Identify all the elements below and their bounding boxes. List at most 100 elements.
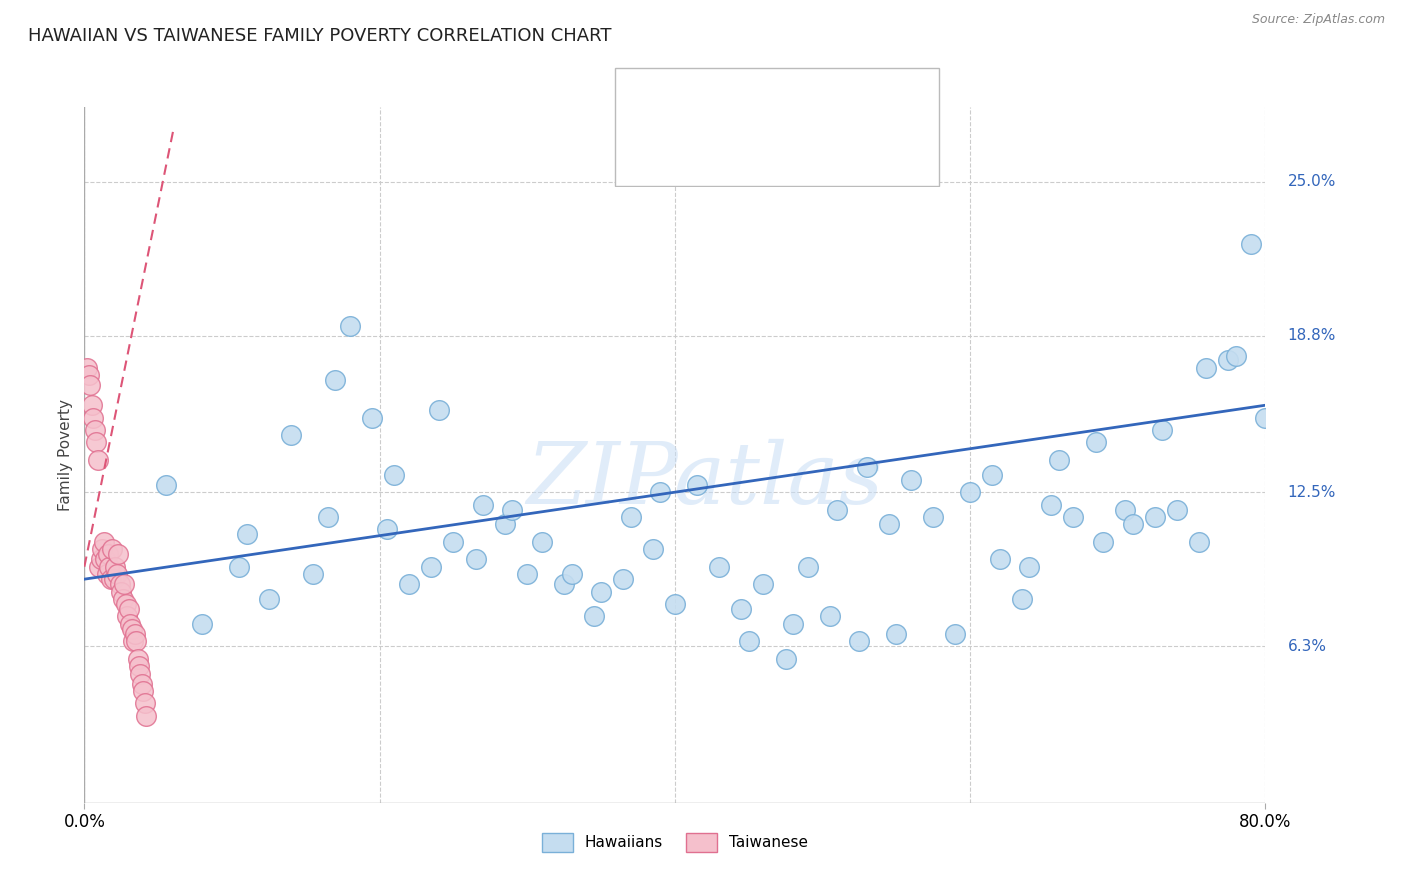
Point <box>103 572 125 586</box>
Point <box>122 634 145 648</box>
Point <box>502 502 524 516</box>
Point <box>135 708 157 723</box>
Point <box>1254 410 1277 425</box>
Point <box>131 676 153 690</box>
Text: N = 70: N = 70 <box>827 92 883 107</box>
Y-axis label: Family Poverty: Family Poverty <box>58 399 73 511</box>
Point <box>132 684 155 698</box>
Point <box>1011 592 1033 607</box>
Point <box>1143 510 1166 524</box>
Text: Source: ZipAtlas.com: Source: ZipAtlas.com <box>1251 13 1385 27</box>
Point <box>134 697 156 711</box>
Point <box>110 584 132 599</box>
Point <box>1218 353 1240 368</box>
Point <box>1152 423 1174 437</box>
Point <box>80 398 103 412</box>
Point <box>77 368 100 383</box>
Point <box>1188 534 1211 549</box>
Point <box>738 634 761 648</box>
Point <box>1166 502 1188 516</box>
Point <box>97 547 120 561</box>
Point <box>94 552 117 566</box>
Point <box>316 510 339 524</box>
Point <box>1225 349 1247 363</box>
Point <box>650 485 672 500</box>
Point <box>90 552 112 566</box>
Text: R = 0.138: R = 0.138 <box>685 146 761 161</box>
Point <box>818 609 841 624</box>
Point <box>79 378 101 392</box>
Point <box>553 577 575 591</box>
Point <box>155 477 177 491</box>
Point <box>561 567 583 582</box>
Text: 12.5%: 12.5% <box>1288 484 1336 500</box>
Point <box>127 651 149 665</box>
Point <box>582 609 605 624</box>
Point <box>125 634 148 648</box>
Point <box>752 577 775 591</box>
Point <box>620 510 643 524</box>
Text: HAWAIIAN VS TAIWANESE FAMILY POVERTY CORRELATION CHART: HAWAIIAN VS TAIWANESE FAMILY POVERTY COR… <box>28 27 612 45</box>
Point <box>959 485 981 500</box>
Point <box>922 510 945 524</box>
Point <box>375 523 398 537</box>
Point <box>1114 502 1136 516</box>
Bar <box>624 78 671 120</box>
Point <box>443 534 465 549</box>
Point <box>494 517 516 532</box>
Point <box>118 602 141 616</box>
Point <box>120 616 142 631</box>
Point <box>1040 498 1063 512</box>
Point <box>129 666 152 681</box>
Legend: Hawaiians, Taiwanese: Hawaiians, Taiwanese <box>536 827 814 858</box>
Point <box>104 559 127 574</box>
Point <box>877 517 900 532</box>
Point <box>398 577 420 591</box>
Point <box>124 627 146 641</box>
Bar <box>624 135 671 175</box>
Point <box>84 435 107 450</box>
Point <box>280 428 302 442</box>
Text: 18.8%: 18.8% <box>1288 328 1336 343</box>
Point <box>361 410 384 425</box>
Point <box>257 592 280 607</box>
Point <box>1063 510 1085 524</box>
Point <box>115 609 138 624</box>
Point <box>730 602 752 616</box>
Point <box>98 559 121 574</box>
Point <box>1092 534 1115 549</box>
Point <box>945 627 967 641</box>
Point <box>848 634 870 648</box>
Point <box>1047 453 1070 467</box>
Text: N = 41: N = 41 <box>827 146 883 161</box>
Point <box>516 567 538 582</box>
Text: 6.3%: 6.3% <box>1288 639 1326 654</box>
Point <box>420 559 443 574</box>
Point <box>236 527 259 541</box>
Point <box>612 572 634 586</box>
Point <box>886 627 908 641</box>
Point <box>302 567 325 582</box>
Point <box>114 597 136 611</box>
Point <box>87 559 111 574</box>
Point <box>856 460 879 475</box>
Text: 25.0%: 25.0% <box>1288 174 1336 189</box>
Point <box>86 453 108 467</box>
Point <box>427 403 450 417</box>
Point <box>91 542 114 557</box>
Point <box>107 547 129 561</box>
Point <box>1122 517 1144 532</box>
Point <box>325 373 347 387</box>
Point <box>797 559 820 574</box>
Point <box>121 622 143 636</box>
Point <box>101 542 124 557</box>
FancyBboxPatch shape <box>614 68 939 186</box>
Point <box>105 567 128 582</box>
Point <box>83 423 105 437</box>
Point <box>111 592 134 607</box>
Point <box>531 534 554 549</box>
Point <box>641 542 664 557</box>
Point <box>96 567 118 582</box>
Point <box>981 467 1004 482</box>
Point <box>591 584 613 599</box>
